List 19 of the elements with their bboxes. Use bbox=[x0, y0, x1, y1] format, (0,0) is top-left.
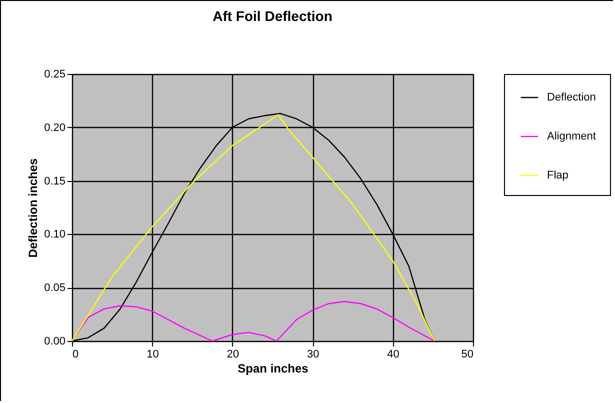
x-tick-label: 10 bbox=[146, 348, 159, 360]
y-tick-label: 0.25 bbox=[44, 68, 66, 80]
y-tick-label: 0.05 bbox=[44, 282, 66, 294]
x-axis-title: Span inches bbox=[238, 362, 309, 376]
x-tick-label: 30 bbox=[306, 348, 320, 360]
x-tick-label: 20 bbox=[226, 348, 240, 360]
line-series bbox=[71, 300, 436, 342]
y-tick-label: 0.20 bbox=[44, 122, 66, 134]
legend-label: Flap bbox=[547, 170, 568, 182]
y-axis-title: Deflection inches bbox=[26, 158, 40, 258]
x-tick-label: 0 bbox=[72, 348, 79, 360]
x-tick-label: 50 bbox=[461, 348, 474, 360]
x-tick-label: 40 bbox=[387, 348, 400, 360]
y-tick-label: 0.00 bbox=[44, 336, 66, 348]
legend-label: Deflection bbox=[547, 92, 596, 104]
y-tick-label: 0.10 bbox=[44, 228, 66, 241]
legend-label: Alignment bbox=[547, 130, 596, 142]
y-tick-label: 0.15 bbox=[44, 175, 66, 188]
chart-title: Aft Foil Deflection bbox=[212, 8, 332, 24]
